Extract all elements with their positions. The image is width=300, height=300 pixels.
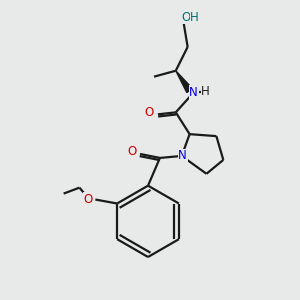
Text: N: N [189,86,198,99]
Text: O: O [181,11,190,24]
Text: O: O [145,106,154,119]
Text: H: H [190,11,199,24]
Polygon shape [176,71,193,92]
Text: O: O [127,146,136,158]
Text: N: N [178,149,187,162]
Text: H: H [201,85,210,98]
Text: O: O [83,193,92,206]
